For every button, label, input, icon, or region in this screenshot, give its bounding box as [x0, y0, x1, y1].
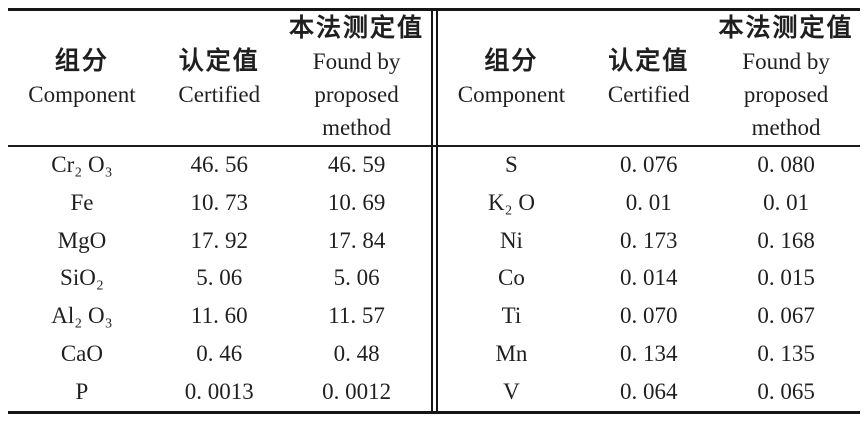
component-cell: Al₂ O₃ [51, 303, 113, 329]
table-row: MgO 17. 92 17. 84 [8, 222, 431, 260]
found-cell: 0. 0012 [322, 379, 392, 405]
table-row: S 0. 076 0. 080 [438, 146, 861, 184]
found-cell: 10. 69 [327, 189, 386, 215]
left-header-row: 组分 Component 认定值 Certified 本法测定值 Found b… [8, 11, 431, 146]
header-found: 本法测定值 Found by proposed method [283, 11, 431, 146]
table-row: Fe 10. 73 10. 69 [8, 184, 431, 222]
component-cell: V [503, 379, 520, 405]
certified-cell: 0. 076 [620, 151, 678, 177]
component-cell: Co [498, 265, 525, 291]
found-cell: 0. 067 [757, 303, 815, 329]
component-cell: Ni [499, 227, 523, 253]
table-row: V 0. 064 0. 065 [438, 373, 861, 411]
found-cell: 0. 168 [757, 227, 815, 253]
header-found-en1: Found by [742, 49, 830, 75]
right-header-row: 组分 Component 认定值 Certified 本法测定值 Found b… [438, 11, 861, 146]
header-component: 组分 Component [8, 11, 156, 146]
header-certified: 认定值 Certified [585, 11, 712, 146]
header-certified-en: Certified [607, 82, 690, 108]
header-certified-zh: 认定值 [178, 48, 260, 76]
component-cell: P [75, 379, 89, 405]
header-certified-zh: 认定值 [608, 48, 690, 76]
header-component-en: Component [457, 82, 566, 108]
table-row: K₂ O 0. 01 0. 01 [438, 184, 861, 222]
certified-cell: 0. 0013 [184, 379, 254, 405]
certified-cell: 0. 173 [620, 227, 678, 253]
header-found-en3: method [322, 115, 392, 141]
certified-cell: 11. 60 [190, 303, 248, 329]
component-cell: MgO [57, 227, 107, 253]
certified-cell: 46. 56 [190, 151, 249, 177]
found-cell: 17. 84 [327, 227, 386, 253]
table-row: Ni 0. 173 0. 168 [438, 222, 861, 260]
header-found: 本法测定值 Found by proposed method [712, 11, 860, 146]
certified-cell: 17. 92 [190, 227, 249, 253]
header-component-zh: 组分 [54, 48, 109, 76]
certified-cell: 5. 06 [196, 265, 243, 291]
table-row: Co 0. 014 0. 015 [438, 260, 861, 298]
component-cell: Mn [495, 341, 528, 367]
component-cell: Ti [501, 303, 522, 329]
found-cell: 0. 065 [757, 379, 815, 405]
header-component-zh: 组分 [484, 48, 539, 76]
found-cell: 46. 59 [327, 151, 386, 177]
found-cell: 0. 01 [763, 189, 810, 215]
reference-material-table: 组分 Component 认定值 Certified 本法测定值 Found b… [8, 8, 860, 414]
certified-cell: 0. 014 [620, 265, 678, 291]
left-subtable: 组分 Component 认定值 Certified 本法测定值 Found b… [8, 11, 431, 411]
table-row: Ti 0. 070 0. 067 [438, 297, 861, 335]
header-found-en3: method [751, 115, 821, 141]
component-cell: K₂ O [487, 189, 535, 215]
table-row: Mn 0. 134 0. 135 [438, 335, 861, 373]
right-table-body: S 0. 076 0. 080 K₂ O 0. 01 0. 01 Ni 0. 1… [438, 146, 861, 411]
table-row: SiO₂ 5. 06 5. 06 [8, 260, 431, 298]
component-cell: Cr₂ O₃ [51, 151, 113, 177]
header-separator-rule [8, 145, 860, 147]
component-cell: CaO [60, 341, 104, 367]
component-cell: S [505, 151, 518, 177]
header-found-en1: Found by [312, 49, 401, 75]
header-found-en2: proposed [314, 82, 399, 108]
certified-cell: 0. 064 [620, 379, 678, 405]
found-cell: 11. 57 [328, 303, 385, 329]
found-cell: 0. 080 [757, 151, 815, 177]
component-cell: SiO₂ [60, 265, 104, 291]
header-found-zh: 本法测定值 [718, 15, 854, 43]
header-found-zh: 本法测定值 [289, 15, 425, 43]
header-certified-en: Certified [178, 82, 261, 108]
certified-cell: 10. 73 [190, 189, 249, 215]
certified-cell: 0. 01 [625, 189, 672, 215]
found-cell: 0. 48 [333, 341, 380, 367]
table-row: P 0. 0013 0. 0012 [8, 373, 431, 411]
table-row: Cr₂ O₃ 46. 56 46. 59 [8, 146, 431, 184]
table-vertical-divider [430, 11, 438, 411]
left-table-body: Cr₂ O₃ 46. 56 46. 59 Fe 10. 73 10. 69 Mg… [8, 146, 431, 411]
table-row: Al₂ O₃ 11. 60 11. 57 [8, 297, 431, 335]
certified-cell: 0. 070 [620, 303, 678, 329]
certified-cell: 0. 134 [620, 341, 678, 367]
certified-cell: 0. 46 [196, 341, 243, 367]
header-certified: 认定值 Certified [156, 11, 283, 146]
found-cell: 0. 015 [757, 265, 815, 291]
header-found-en2: proposed [743, 82, 829, 108]
found-cell: 5. 06 [333, 265, 380, 291]
table-row: CaO 0. 46 0. 48 [8, 335, 431, 373]
found-cell: 0. 135 [757, 341, 815, 367]
component-cell: Fe [70, 189, 94, 215]
right-subtable: 组分 Component 认定值 Certified 本法测定值 Found b… [438, 11, 861, 411]
header-component-en: Component [28, 82, 136, 108]
header-component: 组分 Component [438, 11, 586, 146]
